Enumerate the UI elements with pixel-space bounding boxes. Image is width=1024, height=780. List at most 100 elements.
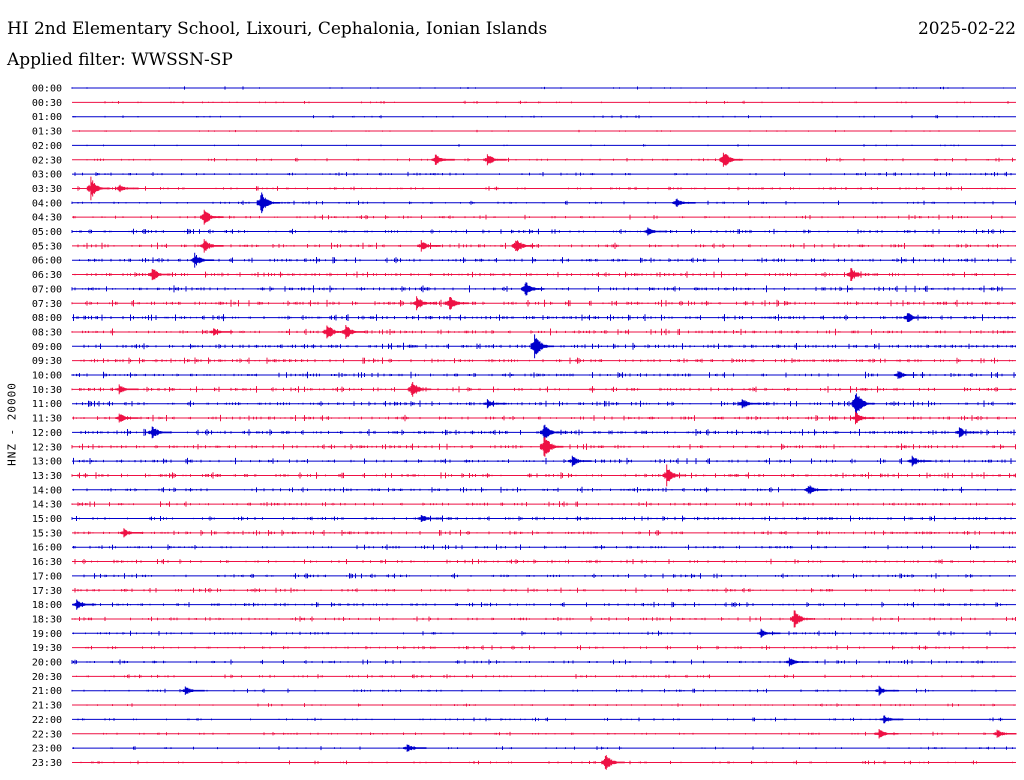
trace-row-0830: 08:30: [32, 325, 1016, 339]
seismic-event: [851, 393, 875, 414]
trace-row-1900: 19:00: [32, 629, 1016, 640]
trace-row-0800: 08:00: [32, 313, 1016, 324]
seismic-event: [804, 485, 828, 495]
time-tick-label: 00:30: [32, 98, 62, 109]
seismic-event: [530, 334, 554, 359]
trace-noise: [73, 414, 1016, 422]
time-tick-label: 17:00: [32, 571, 62, 582]
seismic-event: [790, 610, 814, 628]
time-tick-label: 19:00: [32, 629, 62, 640]
seismic-event: [72, 599, 97, 610]
trace-row-0300: 03:00: [32, 170, 1016, 181]
time-tick-label: 20:00: [32, 658, 62, 669]
trace-row-0100: 01:00: [32, 112, 1016, 123]
seismic-event: [955, 427, 979, 438]
trace-noise: [74, 587, 1013, 593]
seismic-event: [403, 744, 427, 752]
time-tick-label: 10:30: [32, 385, 62, 396]
time-tick-label: 22:00: [32, 715, 62, 726]
seismic-event: [200, 209, 224, 225]
trace-row-2030: 20:30: [32, 672, 1016, 683]
seismic-event: [412, 296, 436, 311]
time-tick-label: 03:30: [32, 184, 62, 195]
trace-noise: [73, 115, 1000, 119]
trace-noise: [71, 285, 1003, 293]
trace-row-1830: 18:30: [32, 610, 1016, 628]
trace-noise: [71, 371, 1016, 379]
time-tick-label: 23:30: [32, 758, 62, 769]
trace-row-2000: 20:00: [32, 658, 1016, 669]
seismic-event: [407, 382, 432, 397]
time-tick-label: 08:30: [32, 327, 62, 338]
seismic-event: [908, 455, 932, 467]
time-tick-label: 09:00: [32, 342, 62, 353]
time-tick-label: 17:30: [32, 586, 62, 597]
seismic-event: [417, 240, 441, 252]
seismic-event: [875, 685, 899, 696]
time-tick-label: 20:30: [32, 672, 62, 683]
trace-noise: [71, 472, 1016, 479]
time-tick-label: 13:30: [32, 471, 62, 482]
trace-noise: [71, 659, 1012, 665]
time-tick-label: 21:30: [32, 701, 62, 712]
trace-row-1800: 18:00: [32, 599, 1016, 611]
trace-noise: [74, 558, 1016, 565]
trace-row-1030: 10:30: [32, 382, 1016, 397]
time-tick-label: 11:00: [32, 399, 62, 410]
seismic-event: [521, 282, 545, 296]
trace-noise: [83, 342, 1016, 350]
time-tick-label: 00:00: [32, 84, 62, 95]
trace-row-2330: 23:30: [32, 755, 1016, 770]
time-tick-label: 05:00: [32, 227, 62, 238]
trace-noise: [86, 703, 1015, 707]
trace-noise: [80, 357, 1013, 364]
trace-noise: [80, 428, 1015, 436]
time-tick-label: 15:30: [32, 528, 62, 539]
trace-noise: [71, 443, 1016, 450]
trace-row-0600: 06:00: [32, 252, 1016, 268]
time-tick-label: 07:00: [32, 284, 62, 295]
time-tick-label: 03:00: [32, 170, 62, 181]
trace-row-2230: 22:30: [32, 729, 1017, 740]
seismic-event: [879, 715, 904, 724]
trace-row-1530: 15:30: [32, 528, 1016, 539]
trace-row-0130: 01:30: [32, 127, 1016, 138]
trace-noise: [71, 501, 1013, 507]
trace-row-0930: 09:30: [32, 356, 1016, 367]
trace-noise: [86, 144, 1003, 147]
time-tick-label: 23:00: [32, 744, 62, 755]
time-tick-label: 05:30: [32, 241, 62, 252]
seismic-event: [209, 328, 233, 336]
seismic-event: [601, 755, 625, 770]
trace-row-0730: 07:30: [32, 296, 1016, 311]
trace-row-1630: 16:30: [32, 557, 1016, 568]
trace-row-0500: 05:00: [32, 227, 1016, 238]
trace-row-1930: 19:30: [32, 643, 1016, 654]
trace-noise: [71, 86, 1016, 90]
seismic-event: [181, 686, 205, 695]
trace-row-0030: 00:30: [32, 98, 1016, 109]
trace-noise: [71, 228, 1015, 235]
trace-row-0900: 09:00: [32, 334, 1016, 359]
trace-noise: [71, 515, 1012, 522]
trace-noise: [76, 674, 1012, 679]
trace-noise: [74, 529, 1016, 536]
seismic-event: [115, 384, 139, 395]
trace-noise: [71, 616, 1016, 622]
seismic-event: [483, 399, 507, 409]
record-date: 2025-02-22: [917, 19, 1016, 39]
trace-row-2100: 21:00: [32, 685, 1016, 697]
time-tick-label: 19:30: [32, 643, 62, 654]
time-tick-label: 14:30: [32, 500, 62, 511]
trace-noise: [73, 486, 1012, 493]
trace-row-2300: 23:00: [32, 744, 1016, 755]
seismic-event: [148, 269, 172, 281]
station-title: HI 2nd Elementary School, Lixouri, Cepha…: [7, 19, 548, 39]
trace-row-0430: 04:30: [32, 209, 1016, 225]
trace-row-0000: 00:00: [32, 84, 1016, 95]
trace-noise: [73, 314, 1013, 322]
time-tick-label: 10:00: [32, 371, 62, 382]
seismic-event: [738, 399, 762, 409]
trace-noise: [77, 186, 1006, 191]
